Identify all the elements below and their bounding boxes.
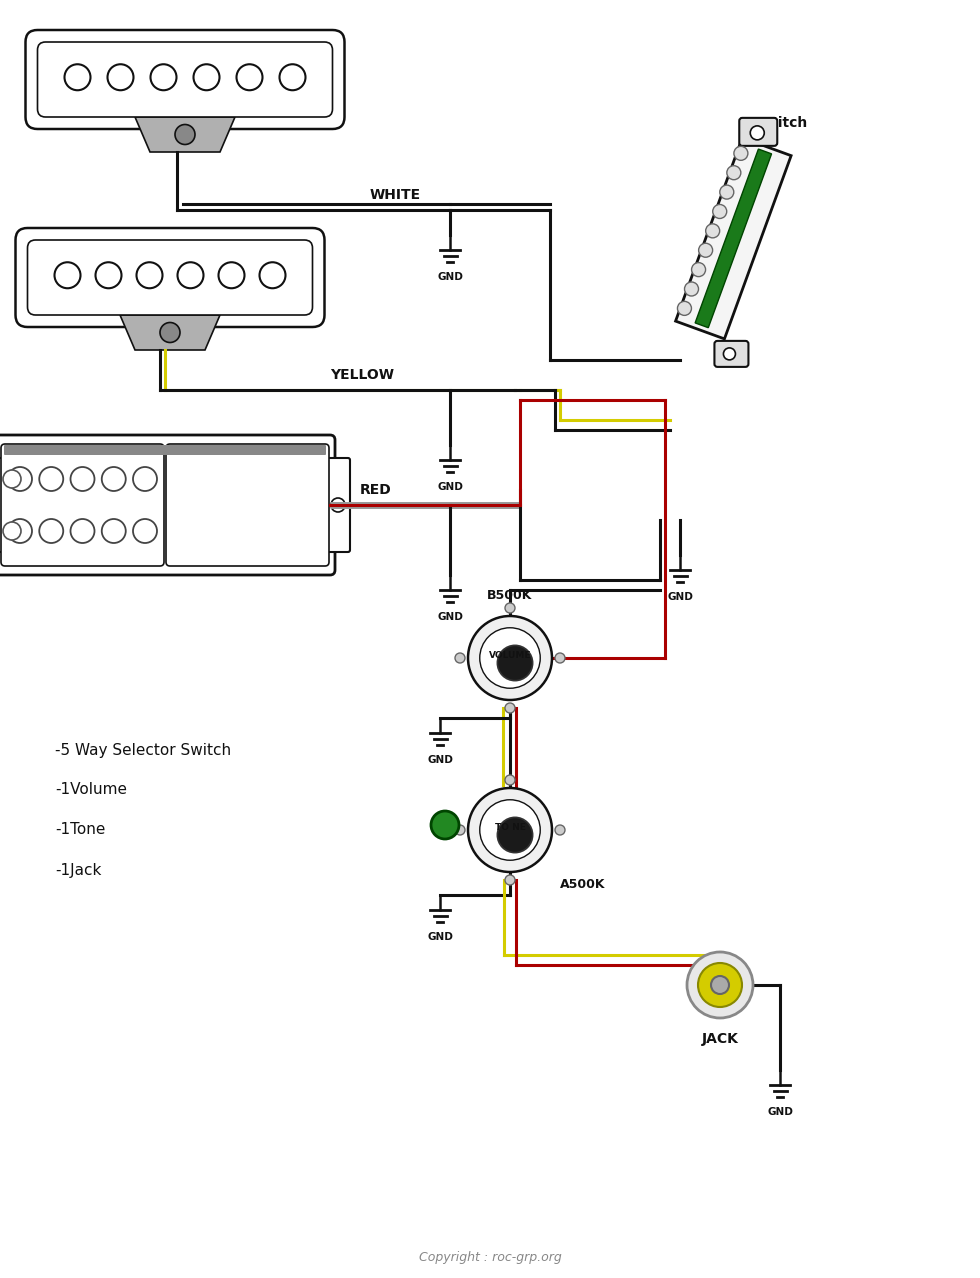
Circle shape (699, 243, 712, 257)
Circle shape (102, 466, 125, 491)
Text: GND: GND (437, 272, 463, 282)
Circle shape (698, 964, 742, 1007)
Polygon shape (695, 150, 771, 327)
Circle shape (95, 262, 122, 289)
Text: GND: GND (767, 1107, 793, 1117)
Text: GND: GND (437, 612, 463, 622)
Text: GND: GND (427, 755, 453, 766)
Circle shape (260, 262, 285, 289)
Circle shape (712, 204, 727, 219)
Polygon shape (135, 118, 235, 152)
Circle shape (431, 812, 459, 838)
Circle shape (71, 466, 94, 491)
Circle shape (3, 470, 21, 488)
Circle shape (706, 224, 719, 238)
Circle shape (505, 603, 515, 613)
Circle shape (160, 322, 180, 343)
FancyBboxPatch shape (326, 458, 350, 552)
Circle shape (8, 466, 32, 491)
Circle shape (39, 466, 64, 491)
Circle shape (677, 302, 692, 316)
Circle shape (468, 616, 552, 700)
Circle shape (331, 498, 345, 512)
Text: TO NE: TO NE (495, 823, 525, 832)
Circle shape (505, 703, 515, 713)
FancyBboxPatch shape (4, 445, 326, 455)
Text: WHITE: WHITE (370, 188, 421, 202)
Circle shape (455, 826, 465, 835)
FancyBboxPatch shape (0, 458, 4, 552)
Circle shape (108, 64, 133, 91)
Circle shape (193, 64, 220, 91)
Circle shape (65, 64, 90, 91)
FancyBboxPatch shape (714, 341, 749, 367)
Polygon shape (675, 138, 791, 339)
Circle shape (727, 166, 741, 180)
Circle shape (279, 64, 306, 91)
FancyBboxPatch shape (739, 118, 777, 146)
Circle shape (55, 262, 80, 289)
Circle shape (468, 789, 552, 872)
Text: -1Tone: -1Tone (55, 823, 106, 837)
FancyBboxPatch shape (27, 240, 313, 314)
Circle shape (3, 521, 21, 541)
Circle shape (505, 774, 515, 785)
Text: A500K: A500K (560, 878, 606, 892)
Text: VOLUME: VOLUME (489, 651, 531, 659)
Text: -1Volume: -1Volume (55, 782, 127, 797)
Circle shape (8, 519, 32, 543)
Circle shape (39, 519, 64, 543)
Text: Switch: Switch (755, 116, 808, 130)
FancyBboxPatch shape (0, 435, 335, 575)
Text: -5 Way Selector Switch: -5 Way Selector Switch (55, 743, 231, 758)
FancyBboxPatch shape (16, 227, 324, 327)
FancyBboxPatch shape (166, 443, 329, 566)
Circle shape (480, 627, 540, 689)
Circle shape (711, 976, 729, 994)
Circle shape (133, 519, 157, 543)
Circle shape (555, 826, 565, 835)
Circle shape (719, 185, 734, 199)
FancyBboxPatch shape (37, 42, 332, 118)
Circle shape (175, 124, 195, 144)
Circle shape (177, 262, 204, 289)
Circle shape (723, 348, 735, 360)
Circle shape (151, 64, 176, 91)
Circle shape (684, 282, 699, 296)
FancyBboxPatch shape (25, 29, 345, 129)
Text: B500K: B500K (487, 589, 533, 602)
Text: YELLOW: YELLOW (330, 368, 394, 382)
Circle shape (555, 653, 565, 663)
Circle shape (133, 466, 157, 491)
Text: JACK: JACK (702, 1033, 739, 1045)
Text: -1Jack: -1Jack (55, 863, 101, 878)
Circle shape (480, 800, 540, 860)
Circle shape (455, 653, 465, 663)
Circle shape (751, 125, 764, 139)
Text: GND: GND (427, 932, 453, 942)
Text: Copyright : roc-grp.org: Copyright : roc-grp.org (418, 1251, 562, 1264)
Text: RED: RED (360, 483, 392, 497)
Circle shape (136, 262, 163, 289)
Polygon shape (120, 314, 220, 350)
Circle shape (687, 952, 753, 1019)
Circle shape (236, 64, 263, 91)
Text: GND: GND (437, 482, 463, 492)
Circle shape (692, 262, 706, 276)
Circle shape (219, 262, 244, 289)
Circle shape (734, 146, 748, 160)
Circle shape (505, 875, 515, 884)
Circle shape (498, 818, 533, 852)
FancyBboxPatch shape (1, 443, 164, 566)
Circle shape (71, 519, 94, 543)
Circle shape (102, 519, 125, 543)
Circle shape (498, 645, 533, 681)
Text: GND: GND (667, 592, 693, 602)
